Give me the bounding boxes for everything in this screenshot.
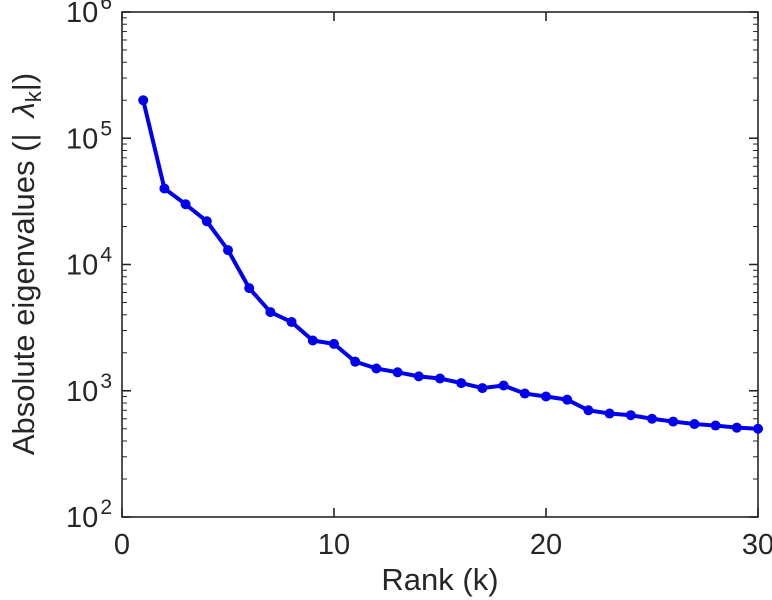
data-point-marker bbox=[689, 419, 700, 430]
data-point-marker bbox=[456, 378, 467, 389]
data-point-marker bbox=[180, 199, 191, 210]
data-point-marker bbox=[307, 335, 318, 346]
data-point-marker bbox=[604, 408, 615, 419]
eigenvalue-line bbox=[141, 98, 760, 431]
data-point-marker bbox=[244, 283, 255, 294]
data-point-marker bbox=[371, 363, 382, 374]
y-tick-label: 105 bbox=[66, 117, 112, 155]
y-axis-label-prefix: Absolute eigenvalues (| bbox=[6, 133, 41, 455]
chart-generated-layer: 0 10 20 30 102 103 104 105 106 bbox=[66, 0, 772, 561]
data-point-marker bbox=[625, 410, 636, 421]
data-point-marker bbox=[583, 405, 594, 416]
data-point-marker bbox=[541, 391, 551, 402]
x-axis-label: Rank (k) bbox=[381, 562, 498, 597]
data-point-marker bbox=[413, 371, 424, 382]
y-axis-label-suffix: |) bbox=[6, 73, 41, 91]
data-point-marker bbox=[668, 416, 679, 427]
data-point-marker bbox=[753, 423, 763, 434]
data-point-marker bbox=[350, 356, 361, 367]
lambda-symbol: λ bbox=[6, 102, 41, 119]
y-tick-label: 102 bbox=[66, 496, 112, 534]
y-tick-label: 106 bbox=[66, 0, 112, 29]
lambda-subscript: k bbox=[21, 90, 46, 102]
x-tick-label: 30 bbox=[742, 529, 772, 561]
data-point-marker bbox=[477, 383, 488, 394]
x-tick-label: 0 bbox=[114, 529, 130, 561]
data-point-marker bbox=[138, 95, 149, 106]
data-point-marker bbox=[159, 183, 170, 194]
data-point-marker bbox=[201, 216, 212, 227]
y-axis-label: Absolute eigenvalues (| λk|) bbox=[6, 73, 46, 455]
data-point-marker bbox=[265, 307, 276, 318]
x-tick-label: 20 bbox=[530, 529, 562, 561]
data-point-marker bbox=[498, 380, 509, 391]
x-tick-label: 10 bbox=[318, 529, 350, 561]
data-point-marker bbox=[286, 317, 297, 328]
data-point-marker bbox=[710, 420, 721, 431]
data-point-marker bbox=[329, 338, 339, 349]
data-point-marker bbox=[731, 422, 742, 433]
data-point-marker bbox=[392, 367, 403, 378]
data-point-marker bbox=[435, 373, 445, 384]
data-point-marker bbox=[223, 245, 233, 256]
plot-box bbox=[121, 11, 759, 518]
y-tick-label: 104 bbox=[66, 244, 112, 282]
y-tick-label: 103 bbox=[66, 370, 112, 408]
data-point-marker bbox=[519, 388, 530, 399]
data-point-marker bbox=[647, 413, 657, 424]
data-point-marker bbox=[562, 394, 573, 405]
